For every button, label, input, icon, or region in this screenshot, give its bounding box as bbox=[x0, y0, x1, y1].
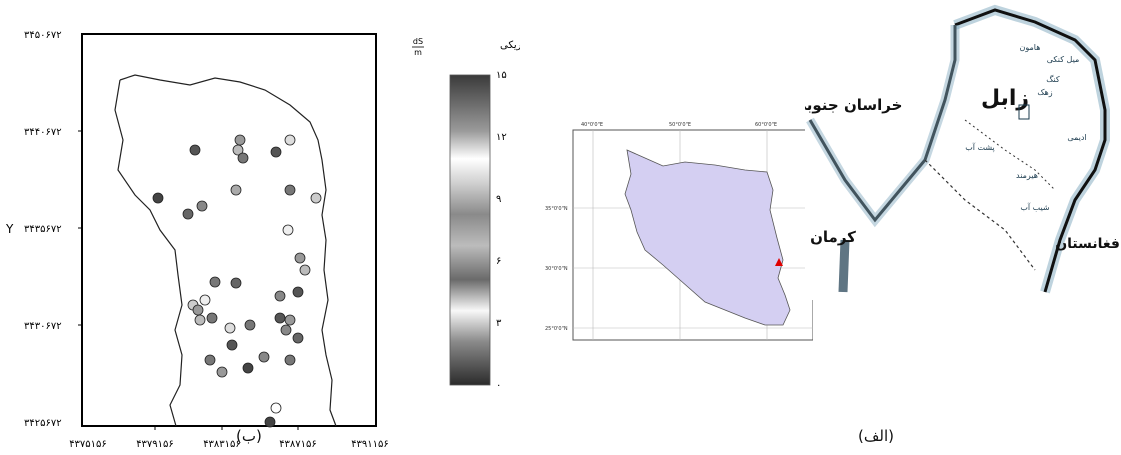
zabol-marker bbox=[1018, 104, 1030, 120]
lon-tick-0: 40°0'0"E bbox=[581, 122, 603, 128]
sample-point bbox=[209, 276, 221, 288]
x-axis: ۴۳۷۵۱۵۶ ۴۳۷۹۱۵۶ ۴۳۸۳۱۵۶ ۴۳۸۷۱۵۶ ۴۳۹۱۱۵۶ bbox=[69, 439, 389, 450]
y-tick-2: ۳۴۳۵۶۷۲ bbox=[24, 224, 62, 235]
town-2: کنگ bbox=[1046, 74, 1060, 84]
border-kerman bbox=[838, 239, 850, 293]
sample-point bbox=[274, 290, 286, 302]
sample-point bbox=[224, 322, 236, 334]
sample-point bbox=[244, 319, 256, 331]
label-zabol: زابل bbox=[981, 86, 1029, 111]
sample-point bbox=[258, 351, 270, 363]
sample-point bbox=[299, 264, 311, 276]
sample-point bbox=[284, 354, 296, 366]
sample-point bbox=[284, 134, 296, 146]
ec-sample-map: Y ۳۴۵۰۶۷۲ ۳۴۴۰۶۷۲ ۳۴۳۵۶۷۲ ۳۴۳۰۶۷۲ ۳۴۲۵۶۷… bbox=[5, 30, 389, 450]
sample-point bbox=[284, 184, 296, 196]
study-area-outline bbox=[114, 74, 337, 427]
lon-tick-2: 60°0'0"E bbox=[755, 122, 777, 128]
town-6: هیرمند bbox=[1016, 171, 1038, 180]
town-7: ادیمی bbox=[1067, 133, 1086, 142]
colorbar-ramp bbox=[449, 74, 491, 386]
sample-point bbox=[226, 339, 238, 351]
sample-point bbox=[284, 314, 296, 326]
sample-point bbox=[292, 332, 304, 344]
sample-point bbox=[234, 134, 246, 146]
town-5: شیب آب bbox=[1020, 202, 1050, 212]
sample-point bbox=[310, 192, 322, 204]
y-axis-label: Y bbox=[5, 222, 14, 236]
sample-point bbox=[282, 224, 294, 236]
sample-point bbox=[196, 200, 208, 212]
colorbar-tick-5: ۰ bbox=[496, 380, 501, 391]
colorbar-tick-2: ۹ bbox=[496, 194, 501, 205]
sample-point bbox=[199, 294, 211, 306]
sample-point bbox=[230, 277, 242, 289]
y-tick-3: ۳۴۳۰۶۷۲ bbox=[24, 321, 62, 332]
iran-location-map: 40°0'0"E 50°0'0"E 60°0'0"E 35°0'0"N 30°0… bbox=[545, 122, 813, 341]
town-3: زهک bbox=[1037, 88, 1052, 97]
colorbar-tick-4: ۳ bbox=[496, 318, 502, 329]
colorbar-tick-3: ۶ bbox=[496, 256, 501, 267]
sample-point bbox=[264, 416, 276, 428]
y-axis: Y ۳۴۵۰۶۷۲ ۳۴۴۰۶۷۲ ۳۴۳۵۶۷۲ ۳۴۳۰۶۷۲ ۳۴۲۵۶۷… bbox=[5, 30, 62, 429]
x-tick-2: ۴۳۸۳۱۵۶ bbox=[203, 439, 241, 450]
lat-tick-2: 25°0'0"N bbox=[545, 326, 568, 332]
sample-point bbox=[294, 252, 306, 264]
iran-shape bbox=[624, 149, 791, 326]
colorbar-unit-num: dS bbox=[413, 37, 423, 46]
sample-point bbox=[230, 184, 242, 196]
sample-point bbox=[280, 324, 292, 336]
map-frame bbox=[81, 33, 377, 427]
sample-point bbox=[216, 366, 228, 378]
colorbar-tick-0: ۱۵ bbox=[496, 70, 507, 81]
sample-point bbox=[152, 192, 164, 204]
colorbar-title: هدایت الکتریکی bbox=[500, 40, 520, 51]
sample-point bbox=[206, 312, 218, 324]
x-tick-4: ۴۳۹۱۱۵۶ bbox=[351, 439, 389, 450]
sample-point bbox=[204, 354, 216, 366]
town-1: میل کنکی bbox=[1047, 55, 1080, 64]
sample-point bbox=[182, 208, 194, 220]
y-tick-4: ۳۴۲۵۶۷۲ bbox=[24, 418, 62, 429]
colorbar-unit-den: m bbox=[414, 48, 422, 57]
colorbar: هدایت الکتریکی dS m ۱۵ ۱۲ ۹ ۶ ۳ ۰ bbox=[412, 37, 520, 391]
x-tick-0: ۴۳۷۵۱۵۶ bbox=[69, 439, 107, 450]
border-khorasan-shade bbox=[806, 25, 960, 228]
sample-point bbox=[242, 362, 254, 374]
label-khorasan: خراسان جنوبی bbox=[805, 96, 902, 114]
town-0: هامون bbox=[1020, 43, 1041, 52]
sample-point bbox=[189, 144, 201, 156]
sample-point bbox=[274, 312, 286, 324]
y-tick-1: ۳۴۴۰۶۷۲ bbox=[24, 127, 62, 138]
sample-point bbox=[232, 144, 244, 156]
panel-label-alef: (الف) bbox=[858, 427, 894, 445]
sample-point bbox=[194, 314, 206, 326]
sample-point bbox=[192, 304, 204, 316]
study-area-marker bbox=[775, 258, 783, 266]
lat-tick-1: 30°0'0"N bbox=[545, 266, 568, 272]
x-tick-1: ۴۳۷۹۱۵۶ bbox=[136, 439, 174, 450]
sample-point bbox=[237, 152, 249, 164]
lon-tick-1: 50°0'0"E bbox=[669, 122, 691, 128]
border-afghanistan bbox=[954, 8, 1107, 293]
lat-tick-0: 35°0'0"N bbox=[545, 206, 568, 212]
sample-point bbox=[292, 286, 304, 298]
sample-point bbox=[270, 402, 282, 414]
border-khorasan bbox=[808, 25, 957, 223]
y-tick-0: ۳۴۵۰۶۷۲ bbox=[24, 30, 62, 41]
panel-label-b: (ب) bbox=[236, 427, 262, 445]
sample-point bbox=[270, 146, 282, 158]
sample-points bbox=[152, 134, 322, 428]
sistan-region-map: خراسان جنوبی کرمان افغانستان زابل هامون … bbox=[805, 0, 1121, 300]
colorbar-tick-1: ۱۲ bbox=[496, 132, 507, 143]
label-kerman: کرمان bbox=[810, 228, 856, 246]
internal-boundary-2 bbox=[964, 119, 1056, 191]
x-tick-3: ۴۳۸۷۱۵۶ bbox=[279, 439, 317, 450]
town-4: پشت آب bbox=[965, 142, 995, 152]
label-afghanistan: افغانستان bbox=[1055, 236, 1121, 252]
